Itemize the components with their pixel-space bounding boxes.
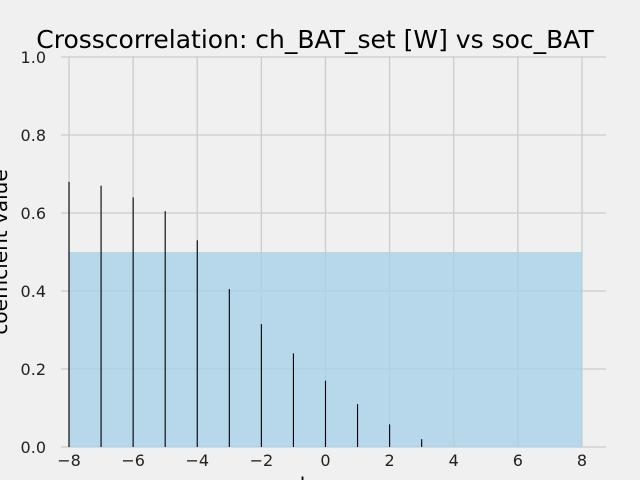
correlation-bar bbox=[292, 353, 294, 447]
y-tick-label: 0.6 bbox=[21, 204, 46, 223]
x-tick-label: 6 bbox=[513, 451, 523, 470]
correlation-bar bbox=[421, 439, 423, 447]
y-tick-label: 1.0 bbox=[21, 48, 46, 67]
y-tick-label: 0.8 bbox=[21, 126, 46, 145]
y-tick-labels: 0.0 0.2 0.4 0.6 0.8 1.0 bbox=[21, 48, 46, 457]
x-axis-label: lag bbox=[300, 473, 331, 480]
x-tick-label: 0 bbox=[320, 451, 330, 470]
x-tick-label: 2 bbox=[385, 451, 395, 470]
correlation-bar bbox=[389, 424, 391, 447]
x-tick-label: −2 bbox=[250, 451, 274, 470]
correlation-bar bbox=[324, 380, 327, 447]
correlation-bar bbox=[68, 181, 70, 448]
x-tick-label: 4 bbox=[449, 451, 459, 470]
x-tick-label: −8 bbox=[57, 451, 81, 470]
correlation-bar bbox=[196, 240, 198, 447]
x-tick-label: −4 bbox=[185, 451, 209, 470]
y-axis-label: coefficient value bbox=[0, 169, 12, 334]
y-tick-label: 0.4 bbox=[21, 282, 46, 301]
bars bbox=[68, 181, 423, 448]
correlation-bar bbox=[132, 197, 134, 447]
x-tick-label: 8 bbox=[577, 451, 587, 470]
correlation-bar bbox=[356, 404, 359, 447]
x-tick-labels: −8 −6 −4 −2 0 2 4 6 8 bbox=[57, 451, 587, 470]
correlation-bar bbox=[100, 185, 102, 447]
y-tick-label: 0.0 bbox=[21, 438, 46, 457]
correlation-bar bbox=[164, 211, 166, 447]
correlation-bar bbox=[260, 324, 262, 447]
y-tick-label: 0.2 bbox=[21, 360, 46, 379]
correlation-bar bbox=[228, 289, 230, 447]
chart-title: Crosscorrelation: ch_BAT_set [W] vs soc_… bbox=[36, 25, 594, 54]
x-tick-label: −6 bbox=[121, 451, 145, 470]
